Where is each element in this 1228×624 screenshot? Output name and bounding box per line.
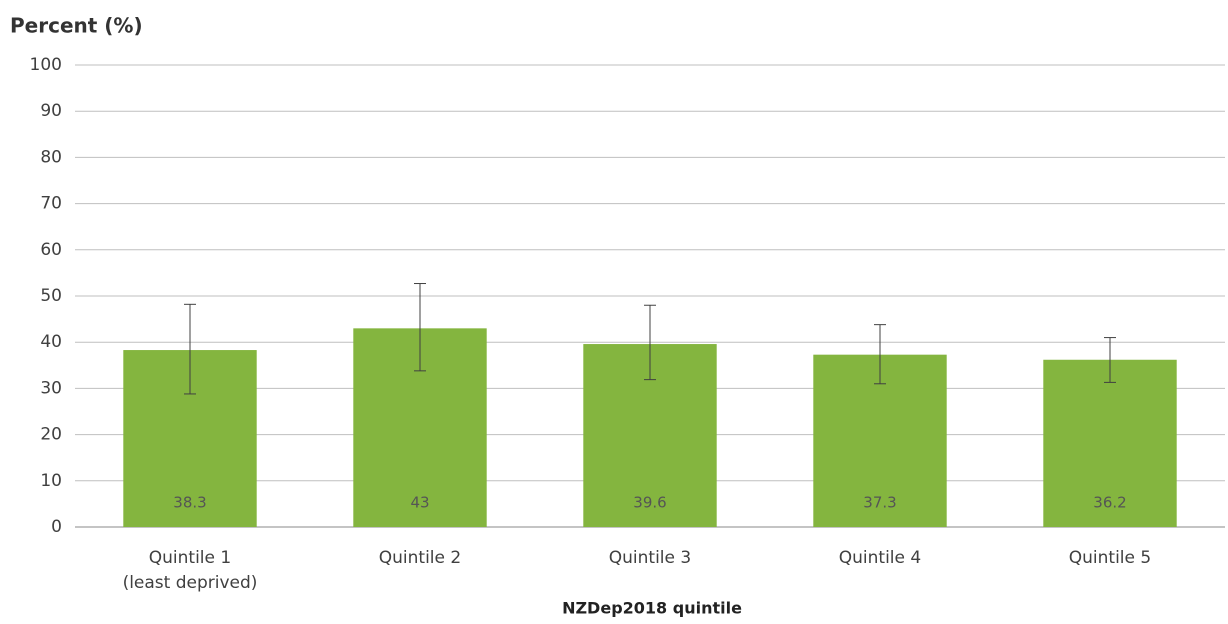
data-label: 36.2 bbox=[1093, 494, 1126, 512]
x-tick-label: Quintile 5 bbox=[1069, 548, 1151, 568]
y-axis-label: Percent (%) bbox=[10, 14, 143, 38]
y-tick-label: 40 bbox=[40, 332, 62, 352]
x-tick-label: Quintile 3 bbox=[609, 548, 691, 568]
x-tick-label: Quintile 4 bbox=[839, 548, 921, 568]
y-tick-label: 30 bbox=[40, 378, 62, 398]
x-tick-label: Quintile 1 (least deprived) bbox=[123, 548, 258, 593]
y-tick-label: 0 bbox=[51, 517, 62, 537]
y-tick-label: 70 bbox=[40, 194, 62, 214]
data-label: 37.3 bbox=[863, 494, 896, 512]
y-tick-label: 60 bbox=[40, 240, 62, 260]
y-tick-label: 10 bbox=[40, 471, 62, 491]
y-tick-label: 80 bbox=[40, 147, 62, 167]
data-label: 39.6 bbox=[633, 494, 666, 512]
y-tick-label: 50 bbox=[40, 286, 62, 306]
y-tick-label: 100 bbox=[30, 55, 62, 75]
data-label: 43 bbox=[410, 494, 429, 512]
bar bbox=[1043, 359, 1177, 527]
y-tick-label: 90 bbox=[40, 101, 62, 121]
data-label: 38.3 bbox=[173, 494, 206, 512]
x-tick-label: Quintile 2 bbox=[379, 548, 461, 568]
y-tick-label: 20 bbox=[40, 425, 62, 445]
x-axis-label: NZDep2018 quintile bbox=[562, 599, 742, 618]
